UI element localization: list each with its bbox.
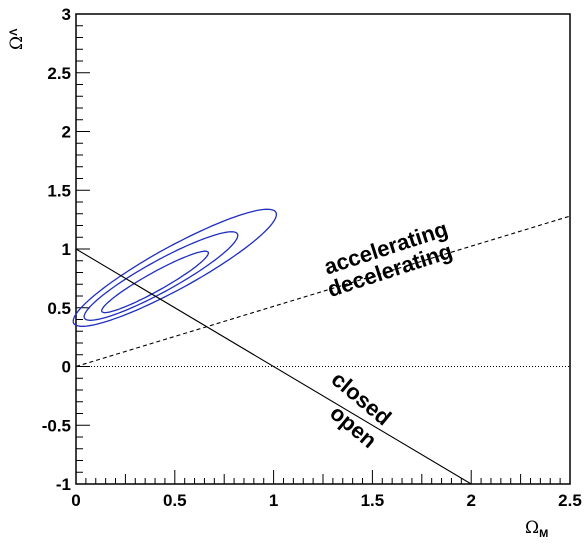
y-tick-label: -0.5	[42, 416, 71, 435]
tick-labels: 0 0.5 1 1.5 2 2.5 -1 -0.5 0 0.5 1 1.5 2 2.5 3	[42, 5, 582, 510]
x-tick-label: 2	[466, 491, 475, 510]
contour-2	[83, 231, 239, 321]
y-tick-label: 3	[62, 5, 71, 24]
contour-3	[72, 208, 278, 327]
y-tick-label: 2	[62, 123, 71, 142]
y-tick-label: 0	[62, 358, 71, 377]
y-axis-title: ΩΛ	[7, 28, 27, 50]
x-tick-label: 1	[269, 491, 278, 510]
confidence-contours	[72, 208, 278, 327]
x-axis-title: ΩM	[525, 518, 548, 540]
y-tick-label: 2.5	[47, 64, 71, 83]
contour-1	[101, 250, 210, 314]
line-dashed	[75, 215, 571, 368]
y-tick-label: 0.5	[47, 299, 71, 318]
axis-ticks	[75, 13, 571, 485]
x-tick-label: 0.5	[163, 491, 187, 510]
y-tick-label: 1.5	[47, 181, 71, 200]
x-tick-label: 2.5	[558, 491, 582, 510]
y-tick-label: 1	[62, 240, 71, 259]
x-tick-label: 1.5	[361, 491, 385, 510]
reference-lines	[75, 215, 571, 485]
x-tick-label: 0	[71, 491, 80, 510]
y-tick-label: -1	[56, 475, 71, 494]
line-solid	[75, 248, 472, 485]
plot-frame	[75, 13, 571, 485]
